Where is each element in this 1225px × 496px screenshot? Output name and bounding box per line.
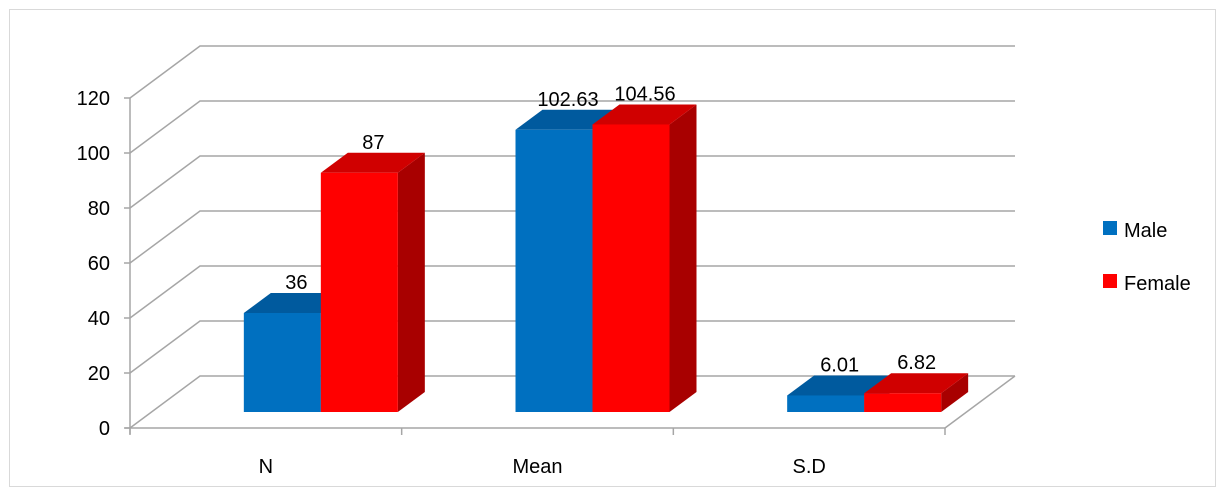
bar-side bbox=[669, 104, 697, 413]
grid-layer bbox=[129, 45, 1016, 429]
gridline bbox=[129, 100, 1015, 154]
gridline bbox=[129, 45, 1015, 99]
bar-female bbox=[592, 104, 697, 413]
bar-side bbox=[941, 373, 969, 412]
bar-front bbox=[515, 129, 593, 412]
legend-swatch-female bbox=[1103, 274, 1117, 288]
y-tick-label: 0 bbox=[99, 418, 110, 440]
data-label: 6.82 bbox=[897, 352, 936, 374]
x-category-label: N bbox=[259, 456, 273, 478]
bar-side bbox=[397, 152, 425, 412]
bar-top bbox=[864, 373, 969, 394]
gridline bbox=[129, 375, 1015, 429]
y-tick-label: 60 bbox=[88, 253, 110, 275]
bar-front bbox=[787, 395, 865, 412]
legend: Male Female bbox=[1103, 220, 1191, 295]
bar-female bbox=[864, 373, 969, 412]
gridline bbox=[129, 320, 1015, 374]
data-label: 6.01 bbox=[820, 354, 859, 376]
x-category-label: Mean bbox=[512, 456, 562, 478]
bar-front bbox=[592, 124, 670, 413]
bar-top bbox=[787, 375, 892, 396]
data-label: 102.63 bbox=[537, 89, 598, 111]
data-label: 87 bbox=[362, 132, 384, 154]
y-tick-label: 20 bbox=[88, 363, 110, 385]
labels-layer: 0 20 40 60 80 100 120 N Mean S.D 36 87 102.63 104.56 6… bbox=[77, 83, 937, 478]
x-category-label: S.D bbox=[792, 456, 825, 478]
bar-front bbox=[864, 393, 942, 412]
y-tick-label: 120 bbox=[77, 88, 110, 110]
y-tick-label: 40 bbox=[88, 308, 110, 330]
bar-female bbox=[320, 152, 425, 412]
bar-front bbox=[320, 172, 398, 412]
legend-swatch-male bbox=[1103, 221, 1117, 235]
bar-front bbox=[243, 313, 321, 412]
y-tick-label: 100 bbox=[77, 143, 110, 165]
gridline bbox=[129, 265, 1015, 319]
legend-label-female: Female bbox=[1124, 273, 1191, 295]
data-label: 36 bbox=[285, 272, 307, 294]
gridline bbox=[129, 210, 1015, 264]
floor-edge bbox=[944, 375, 1016, 429]
legend-label-male: Male bbox=[1124, 220, 1167, 242]
gridline bbox=[129, 155, 1015, 209]
axis-layer bbox=[124, 97, 946, 435]
data-label: 104.56 bbox=[614, 83, 675, 105]
y-tick-label: 80 bbox=[88, 198, 110, 220]
bar-top bbox=[320, 152, 425, 173]
bars-layer bbox=[243, 104, 969, 413]
bar-top bbox=[592, 104, 697, 125]
